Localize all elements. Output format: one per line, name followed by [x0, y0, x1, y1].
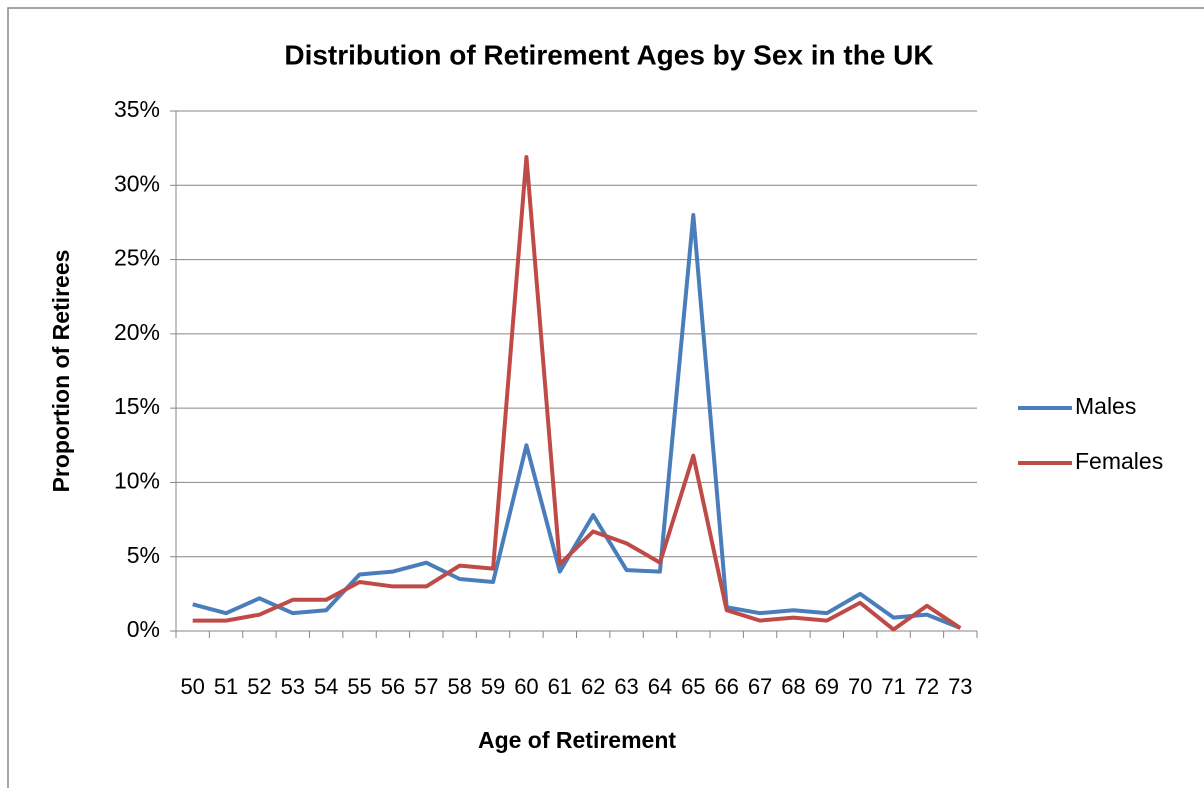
x-tick-label: 60 [514, 674, 538, 699]
y-tick-label: 25% [114, 245, 160, 271]
x-tick-label: 59 [481, 674, 505, 699]
y-axis-label: Proportion of Retirees [48, 250, 74, 493]
x-tick-label: 56 [381, 674, 405, 699]
x-tick-label: 52 [247, 674, 271, 699]
x-tick-label: 73 [948, 674, 972, 699]
x-tick-label: 50 [180, 674, 204, 699]
y-tick-label: 0% [127, 616, 160, 642]
chart-title: Distribution of Retirement Ages by Sex i… [284, 39, 933, 70]
x-tick-label: 51 [214, 674, 238, 699]
x-tick-label: 71 [881, 674, 905, 699]
x-tick-label: 54 [314, 674, 338, 699]
x-tick-label: 70 [848, 674, 872, 699]
x-tick-label: 65 [681, 674, 705, 699]
y-tick-label: 20% [114, 319, 160, 345]
y-tick-label: 5% [127, 542, 160, 568]
x-tick-label: 63 [614, 674, 638, 699]
y-tick-label: 30% [114, 170, 160, 196]
y-tick-label: 15% [114, 393, 160, 419]
x-tick-label: 72 [915, 674, 939, 699]
x-tick-label: 62 [581, 674, 605, 699]
x-tick-label: 67 [748, 674, 772, 699]
x-tick-label: 55 [347, 674, 371, 699]
x-tick-label: 58 [447, 674, 471, 699]
series-line [192, 213, 962, 630]
y-tick-label: 35% [114, 96, 160, 122]
x-tick-label: 68 [781, 674, 805, 699]
chart-frame [7, 7, 1204, 788]
legend-label: Females [1075, 448, 1163, 474]
series-line [192, 155, 962, 632]
x-axis-label: Age of Retirement [478, 727, 676, 753]
y-tick-label: 10% [114, 468, 160, 494]
x-tick-label: 69 [815, 674, 839, 699]
x-tick-label: 66 [714, 674, 738, 699]
legend-label: Males [1075, 393, 1136, 419]
x-tick-label: 53 [281, 674, 305, 699]
x-tick-label: 64 [648, 674, 672, 699]
x-tick-label: 61 [548, 674, 572, 699]
x-tick-label: 57 [414, 674, 438, 699]
